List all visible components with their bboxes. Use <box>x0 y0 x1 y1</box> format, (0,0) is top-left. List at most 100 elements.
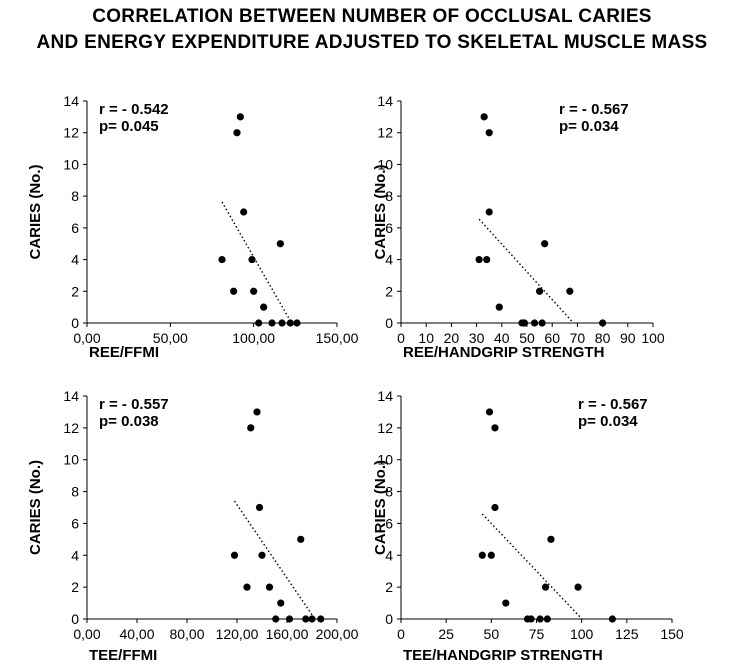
y-tick-label: 12 <box>63 420 79 436</box>
data-point <box>538 319 546 327</box>
x-tick-label: 80,00 <box>169 626 204 642</box>
data-point <box>485 408 494 416</box>
y-tick-label: 14 <box>377 93 393 109</box>
data-point <box>485 208 493 216</box>
y-tick-label: 6 <box>71 220 79 236</box>
x-tick-label: 100 <box>641 330 665 346</box>
y-tick-label: 12 <box>377 125 393 141</box>
data-point <box>247 424 255 432</box>
data-point <box>230 551 239 559</box>
data-point <box>218 255 226 264</box>
data-point <box>543 615 551 623</box>
data-point <box>236 113 244 121</box>
x-axis-label: REE/HANDGRIP STRENGTH <box>403 344 604 361</box>
x-tick-label: 120,00 <box>216 626 259 642</box>
data-point <box>541 583 550 591</box>
data-point <box>541 240 549 248</box>
chart-title-line-2: AND ENERGY EXPENDITURE ADJUSTED TO SKELE… <box>36 32 708 53</box>
correlation-r-label: r = - 0.567 <box>578 396 648 413</box>
y-tick-label: 8 <box>71 188 79 204</box>
y-tick-label: 2 <box>71 579 79 595</box>
data-point <box>475 255 483 264</box>
y-tick-label: 4 <box>385 547 393 563</box>
data-point <box>536 287 544 295</box>
data-point <box>487 551 495 559</box>
x-tick-label: 0 <box>397 626 405 642</box>
x-tick-label: 25 <box>438 626 454 642</box>
x-tick-label: 70 <box>570 330 586 346</box>
x-tick-label: 40 <box>494 330 510 346</box>
x-tick-label: 60 <box>544 330 560 346</box>
data-point <box>285 615 294 623</box>
y-axis-label: CARIES (No.) <box>372 460 389 555</box>
data-point <box>527 615 535 623</box>
chart-title-line-1: CORRELATION BETWEEN NUMBER OF OCCLUSAL C… <box>92 6 652 27</box>
y-tick-label: 10 <box>63 452 79 468</box>
y-tick-label: 0 <box>71 315 79 331</box>
x-tick-label: 200,00 <box>316 626 359 642</box>
correlation-p-label: p= 0.038 <box>99 413 159 430</box>
correlation-p-label: p= 0.045 <box>99 118 159 135</box>
y-tick-label: 4 <box>385 252 393 268</box>
data-point <box>520 319 529 327</box>
data-point <box>230 287 238 295</box>
data-point <box>250 287 258 295</box>
x-axis-label: REE/FFMI <box>89 344 159 361</box>
x-tick-label: 75 <box>529 626 545 642</box>
data-point <box>480 113 488 121</box>
data-point <box>278 319 286 327</box>
data-point <box>265 583 274 591</box>
x-tick-label: 100 <box>570 626 594 642</box>
scatter-panel-ree-ffmi: 0 2 4 6 8 10 12 14 0,00 50,00 100,00 150,00 REE/FFMI… <box>27 93 359 361</box>
data-point <box>317 615 325 623</box>
scatter-panel-tee-handgrip: 0 2 4 6 8 10 12 14 0 25 50 75 100 125 150 TEE/HANDGRIP … <box>372 388 684 664</box>
trend-line <box>233 500 316 620</box>
x-tick-label: 160,00 <box>266 626 309 642</box>
data-point <box>243 583 251 591</box>
y-tick-label: 6 <box>71 515 79 531</box>
x-tick-label: 0,00 <box>73 626 100 642</box>
data-point <box>240 208 248 216</box>
correlation-r-label: r = - 0.557 <box>99 396 169 413</box>
data-point <box>260 303 268 311</box>
y-tick-label: 8 <box>385 484 393 500</box>
y-tick-label: 12 <box>377 420 393 436</box>
x-tick-label: 90 <box>620 330 636 346</box>
y-tick-label: 0 <box>385 315 393 331</box>
y-tick-label: 10 <box>63 156 79 172</box>
x-tick-label: 30 <box>469 330 485 346</box>
y-tick-label: 2 <box>385 283 393 299</box>
y-tick-label: 0 <box>71 611 79 627</box>
data-point <box>272 615 280 623</box>
data-point <box>302 615 310 623</box>
data-point <box>308 615 316 623</box>
data-point <box>276 240 284 248</box>
data-point <box>255 503 264 512</box>
y-axis-label: CARIES (No.) <box>27 165 44 260</box>
trend-line <box>481 513 583 620</box>
data-point <box>599 319 607 327</box>
data-point <box>277 599 285 607</box>
y-tick-label: 6 <box>385 515 393 531</box>
x-tick-label: 40,00 <box>119 626 154 642</box>
data-point <box>268 319 276 327</box>
data-point <box>495 303 503 311</box>
y-tick-label: 8 <box>71 484 79 500</box>
correlation-r-label: r = - 0.567 <box>559 101 629 118</box>
data-point <box>566 287 574 295</box>
x-tick-label: 20 <box>444 330 460 346</box>
x-tick-label: 10 <box>418 330 434 346</box>
data-point <box>255 319 263 327</box>
data-point <box>485 129 493 137</box>
data-point <box>258 551 266 559</box>
x-tick-label: 0,00 <box>73 330 100 346</box>
y-tick-label: 4 <box>71 252 79 268</box>
correlation-p-label: p= 0.034 <box>559 118 619 135</box>
x-tick-label: 50 <box>484 626 500 642</box>
y-axis-label: CARIES (No.) <box>372 165 389 260</box>
trend-line <box>221 201 293 324</box>
x-tick-label: 100,00 <box>232 330 275 346</box>
data-point <box>478 551 486 559</box>
data-point <box>536 615 544 623</box>
data-point <box>248 255 256 264</box>
